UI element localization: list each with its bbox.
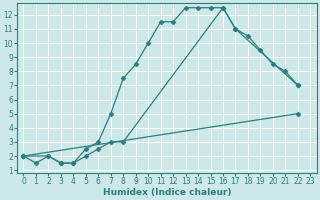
X-axis label: Humidex (Indice chaleur): Humidex (Indice chaleur) — [103, 188, 231, 197]
